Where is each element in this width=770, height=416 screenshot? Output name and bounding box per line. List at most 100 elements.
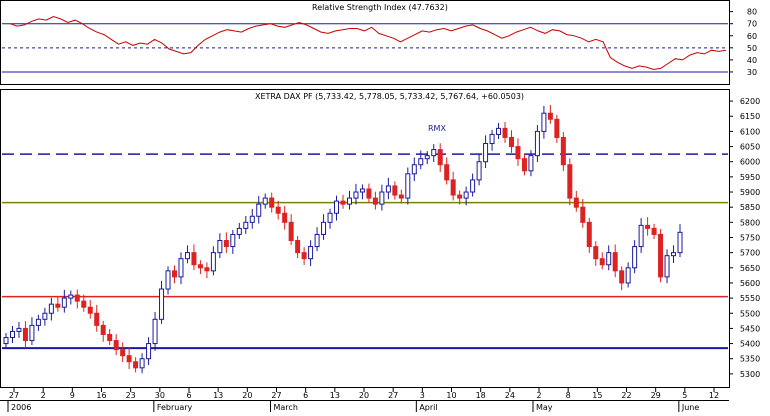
candle-body-57 bbox=[372, 197, 378, 205]
candle-body-64 bbox=[418, 158, 424, 166]
candle-body-99 bbox=[645, 224, 651, 229]
candle-body-86 bbox=[560, 136, 566, 166]
candle-body-67 bbox=[437, 149, 443, 166]
x-tick-label-14: 3 bbox=[420, 391, 425, 400]
price-y-tick-label-5450: 5450 bbox=[740, 324, 760, 333]
candle-body-16 bbox=[107, 333, 113, 342]
candle-body-52 bbox=[340, 200, 346, 205]
candle-body-26 bbox=[172, 270, 177, 278]
price-y-tick-label-6000: 6000 bbox=[740, 158, 760, 167]
price-y-tick-label-5750: 5750 bbox=[740, 233, 760, 242]
candle-body-7 bbox=[48, 303, 54, 314]
x-tick-label-13: 27 bbox=[388, 391, 398, 400]
rsi-y-tick-label-50: 50 bbox=[747, 44, 757, 53]
candle-body-84 bbox=[547, 112, 553, 120]
candle-body-48 bbox=[314, 233, 320, 248]
x-tick-label-7: 13 bbox=[213, 391, 223, 400]
candle-body-42 bbox=[275, 206, 281, 214]
candle-body-5 bbox=[35, 318, 41, 326]
candle-body-66 bbox=[431, 149, 437, 157]
candle-body-92 bbox=[599, 258, 605, 266]
month-label-2: March bbox=[274, 403, 298, 412]
candle-body-20 bbox=[133, 361, 139, 369]
price-y-tick-label-5550: 5550 bbox=[740, 294, 760, 303]
candle-body-32 bbox=[210, 252, 216, 272]
candle-body-45 bbox=[295, 240, 301, 254]
x-tick-label-5: 30 bbox=[155, 391, 165, 400]
month-label-5: June bbox=[681, 403, 700, 412]
candle-body-58 bbox=[379, 191, 385, 205]
candle-body-37 bbox=[243, 221, 249, 229]
candle-body-9 bbox=[61, 297, 67, 308]
candle-body-24 bbox=[159, 288, 165, 320]
rsi-y-tick-label-40: 40 bbox=[747, 56, 757, 65]
candle-body-70 bbox=[457, 194, 463, 199]
x-tick-label-23: 5 bbox=[682, 391, 687, 400]
candle-body-75 bbox=[489, 133, 495, 145]
x-tick-label-2: 9 bbox=[70, 391, 75, 400]
rsi-title: Relative Strength Index (47.7632) bbox=[312, 3, 448, 12]
candle-body-87 bbox=[567, 164, 573, 199]
candle-body-96 bbox=[625, 267, 631, 284]
candle-body-61 bbox=[398, 194, 404, 199]
rsi-y-tick-label-30: 30 bbox=[747, 68, 757, 77]
candle-body-29 bbox=[191, 252, 197, 266]
candle-body-38 bbox=[249, 215, 255, 223]
price-y-tick-label-6100: 6100 bbox=[740, 127, 760, 136]
candle-body-30 bbox=[197, 264, 203, 269]
candle-body-43 bbox=[282, 212, 288, 223]
candle-body-33 bbox=[217, 240, 223, 254]
price-y-tick-label-6050: 6050 bbox=[740, 143, 760, 152]
price-y-tick-label-5350: 5350 bbox=[740, 355, 760, 364]
candle-body-19 bbox=[126, 355, 132, 363]
candle-body-90 bbox=[586, 221, 592, 248]
candle-body-91 bbox=[593, 246, 599, 260]
candle-body-62 bbox=[405, 173, 411, 199]
price-y-tick-label-6150: 6150 bbox=[740, 112, 760, 121]
candle-body-31 bbox=[204, 267, 210, 272]
candle-body-22 bbox=[146, 343, 152, 360]
candle-body-77 bbox=[502, 127, 508, 138]
candle-body-12 bbox=[81, 300, 87, 308]
price-y-tick-label-5800: 5800 bbox=[740, 218, 760, 227]
candle-body-56 bbox=[366, 188, 372, 199]
candle-body-78 bbox=[509, 136, 514, 148]
candle-body-54 bbox=[353, 191, 359, 199]
candle-body-51 bbox=[334, 200, 340, 214]
candle-body-13 bbox=[87, 306, 93, 314]
candle-body-3 bbox=[22, 327, 28, 342]
candle-body-74 bbox=[483, 143, 489, 163]
candle-body-6 bbox=[42, 312, 48, 320]
x-tick-label-6: 6 bbox=[186, 391, 191, 400]
candle-body-27 bbox=[178, 258, 184, 278]
price-y-tick-label-5400: 5400 bbox=[740, 340, 760, 349]
candle-body-85 bbox=[554, 118, 560, 138]
price-y-tick-label-5650: 5650 bbox=[740, 264, 760, 273]
candle-body-72 bbox=[470, 179, 476, 193]
price-y-tick-label-5700: 5700 bbox=[740, 249, 760, 258]
x-tick-label-4: 23 bbox=[126, 391, 136, 400]
price-y-tick-label-5900: 5900 bbox=[740, 188, 760, 197]
candle-body-18 bbox=[120, 349, 126, 357]
candle-body-101 bbox=[658, 233, 664, 278]
candle-body-39 bbox=[256, 203, 262, 217]
candle-body-97 bbox=[632, 246, 638, 269]
candle-body-36 bbox=[236, 227, 242, 235]
x-tick-label-21: 22 bbox=[621, 391, 631, 400]
rmx-annotation: RMX bbox=[428, 124, 446, 133]
price-y-tick-label-5950: 5950 bbox=[740, 173, 760, 182]
candle-body-55 bbox=[359, 188, 365, 193]
x-tick-label-15: 10 bbox=[446, 391, 456, 400]
candle-body-15 bbox=[100, 324, 106, 335]
candle-body-49 bbox=[321, 221, 327, 235]
candle-body-93 bbox=[606, 252, 612, 266]
x-tick-label-19: 8 bbox=[566, 391, 571, 400]
candle-body-2 bbox=[16, 327, 22, 332]
rsi-y-tick-label-80: 80 bbox=[747, 8, 757, 17]
candle-body-14 bbox=[94, 312, 100, 326]
candle-body-40 bbox=[262, 197, 268, 205]
candle-body-47 bbox=[308, 246, 314, 260]
candle-body-98 bbox=[638, 224, 644, 248]
x-tick-label-8: 20 bbox=[242, 391, 252, 400]
